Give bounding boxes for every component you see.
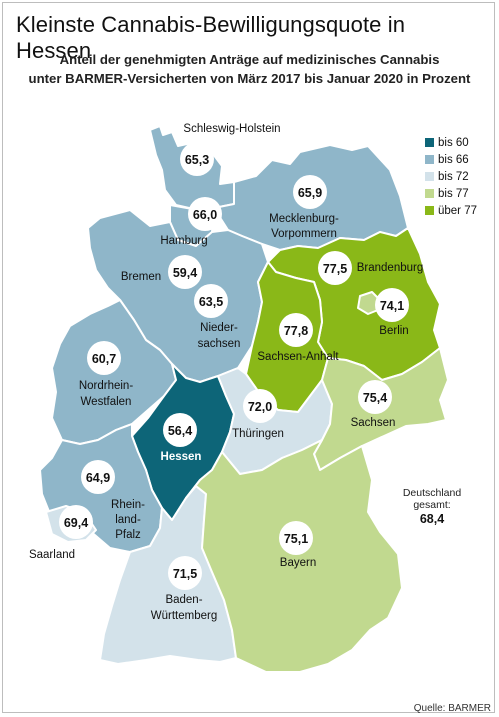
marker-rp: 64,9 Rhein- land- Pfalz <box>81 460 145 541</box>
label-baden-1: Baden- <box>165 594 202 606</box>
value-bayern: 75,1 <box>284 532 308 546</box>
marker-st: 77,8 Sachsen-Anhalt <box>257 313 339 363</box>
value-bremen: 59,4 <box>173 266 197 280</box>
value-baden-wuerttemberg: 71,5 <box>173 567 197 581</box>
value-schleswig-holstein: 65,3 <box>185 153 209 167</box>
label-rheinland-2: land- <box>115 514 141 526</box>
marker-mv: 65,9 Mecklenburg- Vorpommern <box>269 175 339 240</box>
label-hessen: Hessen <box>161 451 202 463</box>
value-nordrhein-westfalen: 60,7 <box>92 352 116 366</box>
marker-sh: 65,3 Schleswig-Holstein <box>180 123 281 176</box>
value-berlin: 74,1 <box>380 299 404 313</box>
marker-ni: 63,5 Nieder- sachsen <box>194 284 240 350</box>
label-rheinland-1: Rhein- <box>111 499 145 511</box>
label-mecklenburg-2: Vorpommern <box>271 228 337 240</box>
label-bayern: Bayern <box>280 557 316 569</box>
legend-item-3: bis 72 <box>425 168 477 185</box>
value-saarland: 69,4 <box>64 516 88 530</box>
marker-nw: 60,7 Nordrhein- Westfalen <box>79 341 133 408</box>
legend-swatch-4 <box>425 189 434 198</box>
legend-label-2: bis 66 <box>438 153 469 166</box>
value-thueringen: 72,0 <box>248 400 272 414</box>
label-brandenburg: Brandenburg <box>357 262 424 274</box>
label-baden-2: Württemberg <box>151 610 217 622</box>
label-nordrhein-1: Nordrhein- <box>79 380 133 392</box>
marker-th: 72,0 Thüringen <box>232 389 284 440</box>
label-saarland: Saarland <box>29 549 75 561</box>
value-sachsen: 75,4 <box>363 391 387 405</box>
label-niedersachsen-1: Nieder- <box>200 322 238 334</box>
marker-bb: 77,5 Brandenburg <box>318 251 423 285</box>
label-schleswig-holstein: Schleswig-Holstein <box>183 123 280 135</box>
label-sachsen-anhalt: Sachsen-Anhalt <box>257 351 339 363</box>
label-niedersachsen-2: sachsen <box>198 338 241 350</box>
label-nordrhein-2: Westfalen <box>81 396 132 408</box>
marker-hh: 66,0 Hamburg <box>160 197 222 247</box>
label-hamburg: Hamburg <box>160 235 207 247</box>
legend: bis 60 bis 66 bis 72 bis 77 über 77 <box>425 134 477 219</box>
germany-total-label-2: gesamt: <box>413 499 451 511</box>
marker-by: 75,1 Bayern <box>279 521 316 569</box>
label-rheinland-3: Pfalz <box>115 529 141 541</box>
map-title: Kleinste Cannabis-Bewilligungsquote in H… <box>16 12 406 63</box>
marker-bw: 71,5 Baden- Württemberg <box>151 556 217 622</box>
legend-item-5: über 77 <box>425 202 477 219</box>
chart-frame <box>2 2 495 713</box>
legend-item-4: bis 77 <box>425 185 477 202</box>
marker-he: 56,4 Hessen <box>161 413 202 463</box>
legend-swatch-1 <box>425 138 434 147</box>
value-mecklenburg-vorpommern: 65,9 <box>298 186 322 200</box>
label-mecklenburg-1: Mecklenburg- <box>269 213 339 225</box>
germany-total-value: 68,4 <box>419 512 445 526</box>
legend-item-2: bis 66 <box>425 151 477 168</box>
legend-label-5: über 77 <box>438 204 478 217</box>
legend-label-3: bis 72 <box>438 170 469 183</box>
value-hessen: 56,4 <box>168 424 192 438</box>
label-thueringen: Thüringen <box>232 428 284 440</box>
map-subtitle: Anteil der genehmigten Anträge auf mediz… <box>0 50 499 88</box>
value-niedersachsen: 63,5 <box>199 295 223 309</box>
value-sachsen-anhalt: 77,8 <box>284 324 308 338</box>
germany-total-label: Deutschland gesamt: <box>392 487 472 511</box>
state-nordrhein-westfalen <box>51 299 177 445</box>
subtitle-line-1: Anteil der genehmigten Anträge auf mediz… <box>59 52 440 67</box>
subtitle-line-2: unter BARMER-Versicherten von März 2017 … <box>28 71 471 86</box>
legend-label-4: bis 77 <box>438 187 469 200</box>
state-bayern <box>185 439 403 673</box>
marker-sn: 75,4 Sachsen <box>351 380 396 429</box>
marker-sl: 69,4 Saarland <box>29 505 93 561</box>
marker-hb: 59,4 Bremen <box>121 255 202 289</box>
value-rheinland-pfalz: 64,9 <box>86 471 110 485</box>
label-sachsen: Sachsen <box>351 417 396 429</box>
legend-swatch-5 <box>425 206 434 215</box>
marker-be: 74,1 Berlin <box>375 288 409 337</box>
label-bremen: Bremen <box>121 271 161 283</box>
legend-item-1: bis 60 <box>425 134 477 151</box>
value-brandenburg: 77,5 <box>323 262 347 276</box>
label-berlin: Berlin <box>379 325 408 337</box>
germany-total-label-1: Deutschland <box>402 487 462 499</box>
source-note: Quelle: BARMER <box>413 703 491 714</box>
legend-swatch-3 <box>425 172 434 181</box>
legend-swatch-2 <box>425 155 434 164</box>
value-hamburg: 66,0 <box>193 208 217 222</box>
legend-label-1: bis 60 <box>438 136 469 149</box>
